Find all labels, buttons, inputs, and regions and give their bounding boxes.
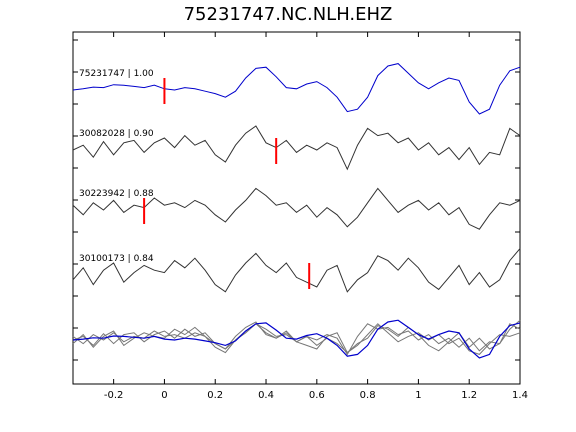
trace-label: 30223942 | 0.88: [79, 189, 154, 199]
x-tick-label: 0.2: [207, 390, 223, 401]
overlay-reference-line: [72, 319, 521, 359]
trace-line: [72, 125, 521, 171]
x-tick-label: -0.2: [104, 390, 124, 401]
x-tick-label: 1: [415, 390, 421, 401]
plot-frame: [72, 31, 521, 385]
overlay-stack: [72, 319, 521, 359]
trace-label: 30082028 | 0.90: [79, 129, 154, 139]
x-tick-label: 0.6: [309, 390, 325, 401]
x-tick-label: 1.2: [461, 390, 477, 401]
trace-label: 30100173 | 0.84: [79, 254, 154, 264]
trace-line: [72, 248, 521, 293]
x-tick-label: 1.4: [512, 390, 528, 401]
overlay-trace-line: [72, 319, 521, 354]
trace-line: [72, 187, 521, 230]
x-tick-label: 0.4: [258, 390, 274, 401]
trace-label: 75231747 | 1.00: [79, 69, 154, 79]
trace-group: 75231747 | 1.00 30082028 | 0.90 30223942 |…: [72, 63, 521, 293]
chart-title: 75231747.NC.NLH.EHZ: [183, 4, 393, 25]
x-tick-label: 0.8: [360, 390, 376, 401]
plot-axes: -0.2 0 0.2 0.4 0.6 0.8 1 1.2 1.4: [72, 31, 528, 401]
trace-line: [72, 63, 521, 115]
x-tick-label: 0: [161, 390, 167, 401]
